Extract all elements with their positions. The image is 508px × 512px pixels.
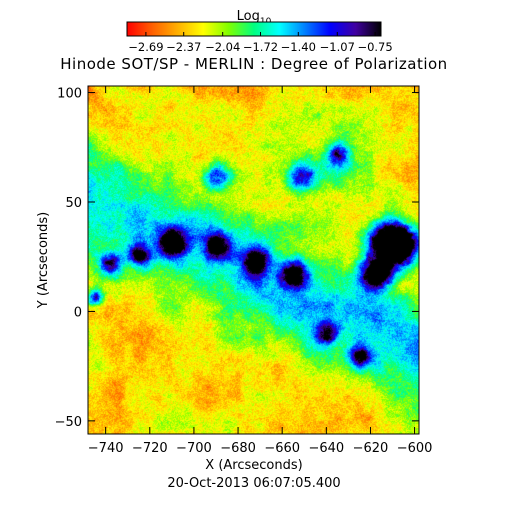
x-tick-label: −640: [308, 441, 344, 456]
x-tick-label: −620: [353, 441, 389, 456]
y-tick-label: 100: [57, 87, 82, 102]
y-tick-label: −50: [55, 415, 82, 430]
colorbar-tick-label: −1.72: [243, 40, 278, 54]
y-axis-label: Y (Arcseconds): [36, 212, 51, 309]
x-tick-label: −660: [264, 441, 300, 456]
observation-date: 20-Oct-2013 06:07:05.400: [167, 476, 340, 491]
chart-title: Hinode SOT/SP - MERLIN : Degree of Polar…: [60, 55, 447, 73]
heatmap-image: [88, 86, 419, 434]
plot-frame: [87, 85, 420, 435]
x-tick-label: −700: [176, 441, 212, 456]
x-tick-label: −600: [397, 441, 433, 456]
colorbar-tick-label: −2.69: [128, 40, 163, 54]
x-axis-label: X (Arcseconds): [205, 458, 302, 473]
colorbar-tick-label: −0.75: [357, 40, 392, 54]
y-tick-label: 50: [65, 196, 82, 211]
colorbar: [126, 21, 382, 37]
y-tick-label: 0: [74, 305, 82, 320]
x-tick-label: −740: [88, 441, 124, 456]
x-tick-label: −720: [132, 441, 168, 456]
x-tick-label: −680: [220, 441, 256, 456]
colorbar-tick-label: −2.37: [166, 40, 201, 54]
colorbar-tick-label: −2.04: [205, 40, 240, 54]
colorbar-tick-label: −1.40: [281, 40, 316, 54]
colorbar-tick-label: −1.07: [320, 40, 355, 54]
